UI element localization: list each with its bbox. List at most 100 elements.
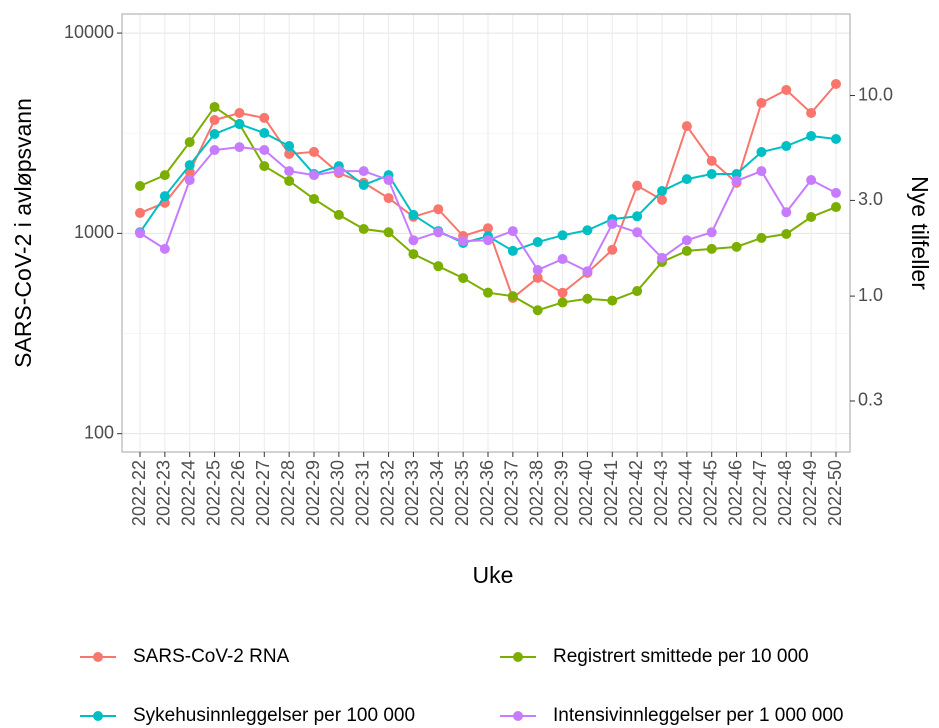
data-point <box>532 305 543 316</box>
legend-key-point <box>93 652 103 662</box>
data-point <box>831 202 841 213</box>
x-tick-label: 2022-46 <box>725 460 745 526</box>
x-tick-label: 2022-29 <box>303 460 323 526</box>
data-point <box>781 207 792 218</box>
x-tick-label: 2022-44 <box>676 460 696 526</box>
x-tick-label: 2022-33 <box>402 460 422 526</box>
legend-label: Sykehusinnleggelser per 100 000 <box>133 705 415 726</box>
data-point <box>681 121 692 132</box>
data-point <box>135 228 145 239</box>
x-tick-label: 2022-24 <box>178 460 198 526</box>
x-tick-label: 2022-31 <box>352 460 372 526</box>
x-tick-label: 2022-50 <box>825 460 845 526</box>
data-point <box>259 112 270 123</box>
data-point <box>408 209 419 220</box>
data-point <box>184 137 195 148</box>
data-point <box>234 119 245 130</box>
data-point <box>383 227 394 238</box>
data-point <box>259 161 270 172</box>
data-point <box>632 211 643 222</box>
data-point <box>135 180 145 191</box>
legend-key-point <box>93 711 103 721</box>
data-point <box>706 169 717 180</box>
x-tick-label: 2022-36 <box>477 460 497 526</box>
x-tick-label: 2022-22 <box>129 460 149 526</box>
data-point <box>557 297 568 308</box>
data-point <box>284 166 295 177</box>
data-point <box>706 155 717 166</box>
data-point <box>756 146 767 157</box>
data-point <box>781 141 792 152</box>
data-point <box>284 141 295 152</box>
y2-axis-title: Nye tilfeller <box>907 176 933 290</box>
data-point <box>507 245 518 256</box>
data-point <box>681 235 692 246</box>
data-point <box>706 243 717 254</box>
data-point <box>234 142 245 153</box>
data-point <box>731 241 742 252</box>
x-tick-label: 2022-35 <box>452 460 472 526</box>
data-point <box>532 237 543 248</box>
y-axis-title: SARS-CoV-2 i avløpsvann <box>10 98 36 368</box>
data-point <box>458 273 469 284</box>
data-point <box>358 224 369 235</box>
x-tick-label: 2022-39 <box>551 460 571 526</box>
legend-label: Intensivinnleggelser per 1 000 000 <box>553 705 843 726</box>
data-point <box>184 160 195 171</box>
data-point <box>607 244 618 255</box>
x-tick-label: 2022-27 <box>253 460 273 526</box>
y-tick-label: 100 <box>84 422 114 442</box>
data-point <box>831 134 841 145</box>
data-point <box>532 272 543 283</box>
data-point <box>259 128 270 139</box>
data-point <box>582 225 593 236</box>
data-point <box>657 252 667 263</box>
data-point <box>806 211 817 222</box>
data-point <box>408 249 419 260</box>
data-point <box>532 264 543 275</box>
data-point <box>781 84 792 95</box>
data-point <box>831 78 841 89</box>
data-point <box>831 187 841 198</box>
data-point <box>433 204 444 215</box>
legend-label: Registrert smittede per 10 000 <box>553 646 809 667</box>
data-point <box>259 145 270 156</box>
x-tick-label: 2022-30 <box>328 460 348 526</box>
data-point <box>582 293 593 304</box>
y-tick-label: 10000 <box>64 22 114 42</box>
x-tick-label: 2022-23 <box>154 460 174 526</box>
data-point <box>284 175 295 186</box>
data-point <box>159 191 170 202</box>
y2-tick-label: 0.3 <box>858 390 883 410</box>
data-point <box>756 97 767 108</box>
data-point <box>358 180 369 191</box>
data-point <box>632 180 643 191</box>
data-point <box>209 115 220 126</box>
data-point <box>681 245 692 256</box>
x-tick-label: 2022-37 <box>502 460 522 526</box>
data-point <box>806 131 817 142</box>
data-point <box>309 146 319 157</box>
x-tick-label: 2022-34 <box>427 460 447 526</box>
data-point <box>507 226 518 237</box>
data-point <box>681 174 692 185</box>
data-point <box>657 186 667 197</box>
data-point <box>209 145 220 156</box>
x-tick-label: 2022-42 <box>626 460 646 526</box>
data-point <box>483 287 493 298</box>
x-tick-label: 2022-48 <box>775 460 795 526</box>
data-point <box>234 107 245 118</box>
data-point <box>159 170 170 181</box>
data-point <box>383 175 394 186</box>
data-point <box>607 218 618 229</box>
data-point <box>333 209 344 220</box>
y2-tick-label: 10.0 <box>858 84 893 104</box>
data-point <box>159 243 170 254</box>
data-point <box>632 286 643 297</box>
data-point <box>507 291 518 302</box>
y2-tick-label: 1.0 <box>858 285 883 305</box>
data-point <box>483 235 493 246</box>
data-point <box>184 175 195 186</box>
data-point <box>383 193 394 204</box>
